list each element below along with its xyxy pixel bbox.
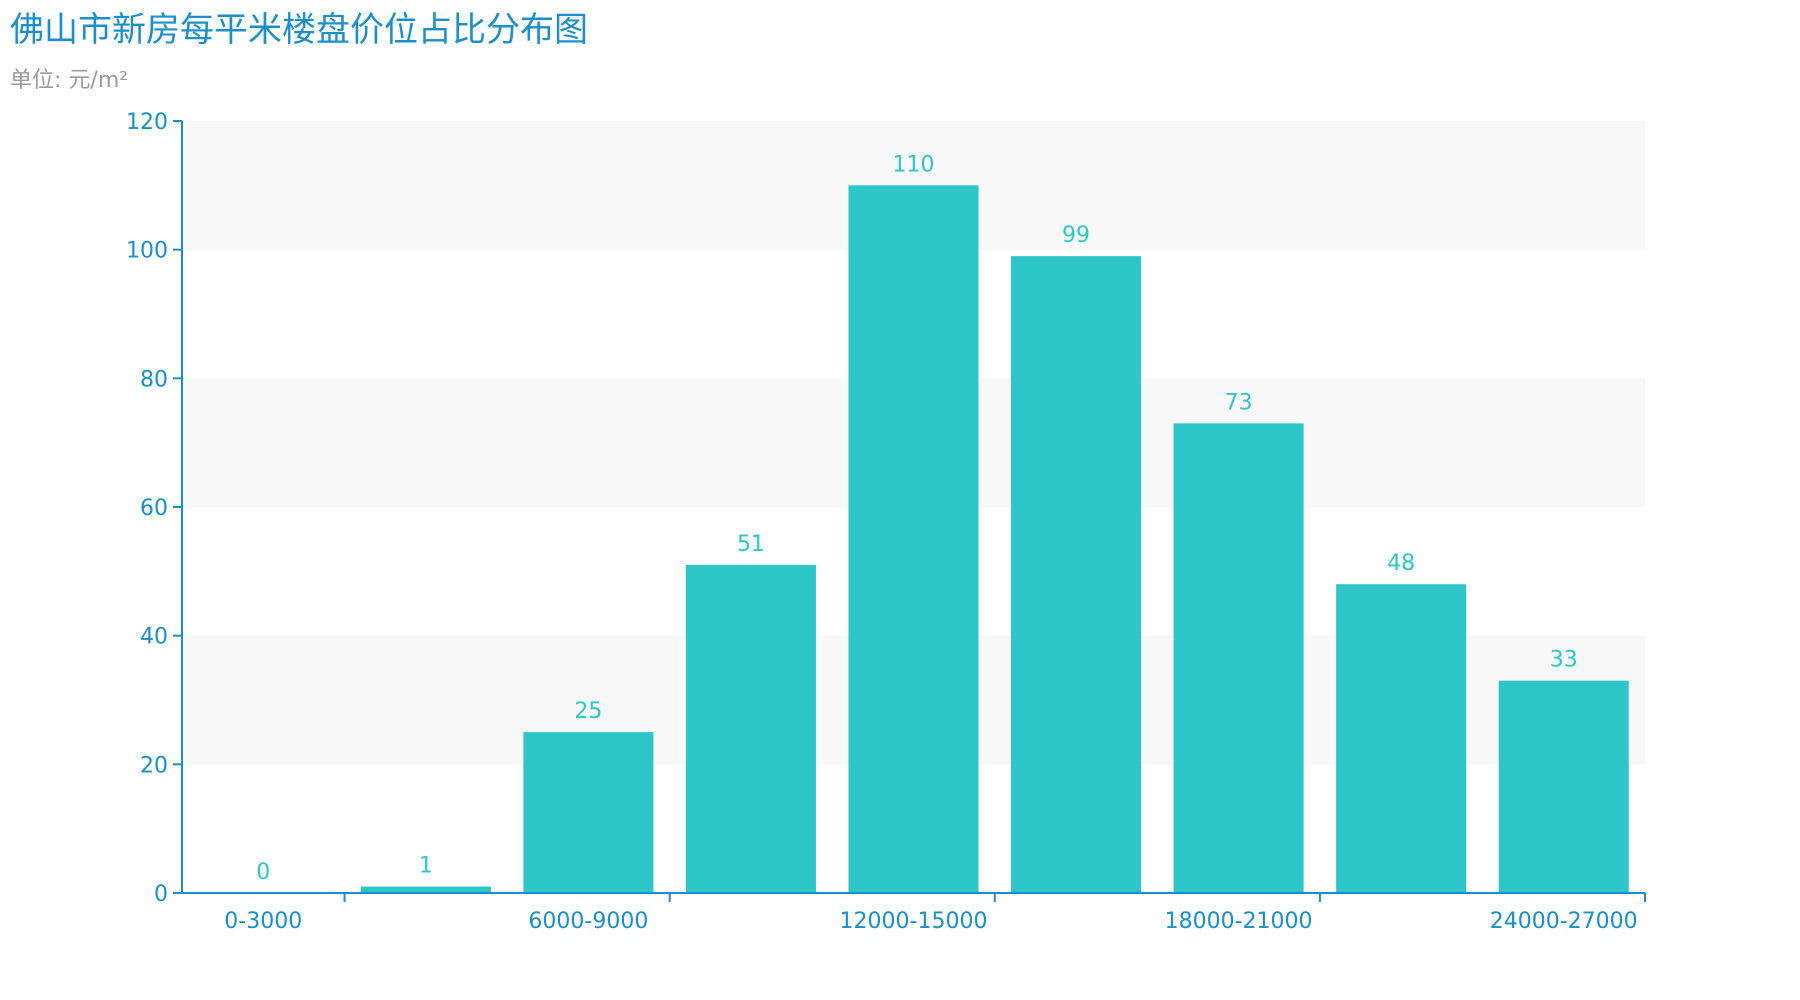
bar-9000-12000	[685, 564, 816, 893]
bar-3000-6000	[360, 886, 491, 893]
y-tick-label: 80	[140, 367, 168, 392]
x-tick-label: 24000-27000	[1490, 909, 1638, 934]
data-label: 0	[256, 860, 270, 885]
bar-15000-18000	[1011, 256, 1142, 894]
data-label: 48	[1387, 551, 1415, 576]
data-label: 1	[419, 854, 433, 879]
bar-21000-24000	[1336, 584, 1467, 893]
y-tick-label: 100	[126, 239, 168, 264]
y-tick-label: 120	[126, 110, 168, 135]
data-label: 51	[737, 532, 765, 557]
data-label: 33	[1550, 648, 1578, 673]
chart-subtitle: 单位: 元/m²	[10, 68, 129, 93]
bar-18000-21000	[1173, 423, 1304, 893]
data-label: 110	[893, 152, 935, 177]
x-tick-label: 6000-9000	[528, 909, 648, 934]
data-label: 73	[1225, 390, 1253, 415]
bar-6000-9000	[523, 732, 654, 893]
chart-title: 佛山市新房每平米楼盘价位占比分布图	[10, 10, 588, 50]
x-tick-label: 12000-15000	[840, 909, 988, 934]
y-tick-label: 20	[140, 753, 168, 778]
data-label: 25	[574, 699, 602, 724]
x-tick-label: 0-3000	[224, 909, 302, 934]
bar-12000-15000	[848, 185, 979, 894]
y-tick-label: 40	[140, 625, 168, 650]
bar-24000-27000	[1498, 680, 1629, 893]
y-tick-label: 60	[140, 496, 168, 521]
data-label: 99	[1062, 223, 1090, 248]
y-tick-label: 0	[154, 882, 168, 907]
x-tick-label: 18000-21000	[1165, 909, 1313, 934]
